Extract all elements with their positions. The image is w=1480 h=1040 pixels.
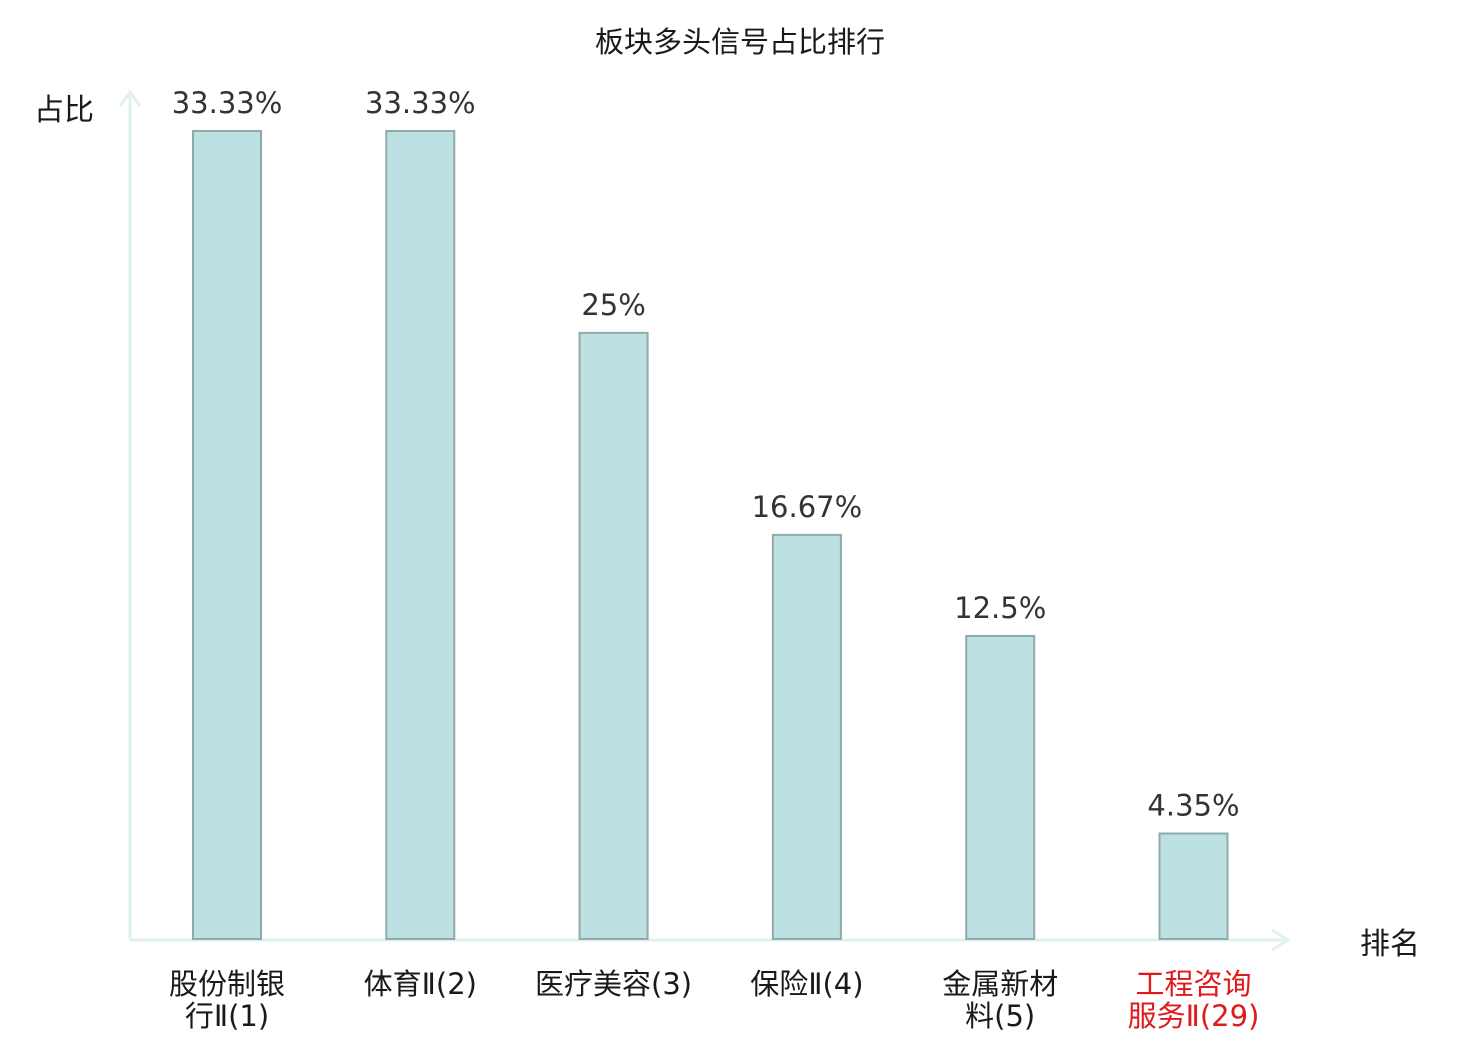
category-label-4: 保险Ⅱ(4) <box>750 967 863 1001</box>
bar-6 <box>1158 832 1229 940</box>
category-label-line: 行Ⅱ(1) <box>185 999 269 1033</box>
value-label-6: 4.35% <box>1147 789 1239 823</box>
bar-2 <box>385 130 456 940</box>
category-label-line: 料(5) <box>965 999 1035 1033</box>
category-label-line: 医疗美容(3) <box>535 967 692 1001</box>
category-label-1: 股份制银行Ⅱ(1) <box>169 967 285 1033</box>
category-label-line: 工程咨询 <box>1135 967 1251 1001</box>
value-label-5: 12.5% <box>954 591 1046 625</box>
value-label-4: 16.67% <box>752 490 863 524</box>
y-axis-title: 占比 <box>34 93 94 128</box>
bar-1 <box>192 130 262 940</box>
bars-group <box>192 130 1229 941</box>
category-label-line: 股份制银 <box>169 967 285 1001</box>
category-label-line: 体育Ⅱ(2) <box>364 967 477 1001</box>
x-axis <box>130 928 1291 952</box>
bar-3 <box>578 331 649 940</box>
category-label-3: 医疗美容(3) <box>535 967 692 1001</box>
value-label-1: 33.33% <box>172 86 283 120</box>
category-labels-group: 股份制银行Ⅱ(1) 体育Ⅱ(2) 医疗美容(3) 保险Ⅱ(4) 金属新材料(5) 工程咨询… <box>169 967 1259 1033</box>
category-label-5: 金属新材料(5) <box>942 967 1058 1033</box>
value-label-3: 25% <box>581 288 645 322</box>
category-label-line: 服务Ⅱ(29) <box>1128 999 1260 1033</box>
chart-title: 板块多头信号占比排行 <box>595 25 885 59</box>
bar-4 <box>771 533 842 941</box>
category-label-line: 保险Ⅱ(4) <box>750 967 863 1001</box>
category-label-6: 工程咨询服务Ⅱ(29) <box>1128 967 1260 1033</box>
value-labels-group: 33.33% 33.33% 25% 16.67% 12.5% 4.35% <box>172 86 1240 823</box>
value-label-2: 33.33% <box>365 86 476 120</box>
bar-5 <box>965 635 1036 940</box>
x-axis-title: 排名 <box>1360 927 1420 962</box>
category-label-line: 金属新材 <box>942 967 1058 1001</box>
y-axis <box>118 89 142 940</box>
category-label-2: 体育Ⅱ(2) <box>364 967 477 1001</box>
